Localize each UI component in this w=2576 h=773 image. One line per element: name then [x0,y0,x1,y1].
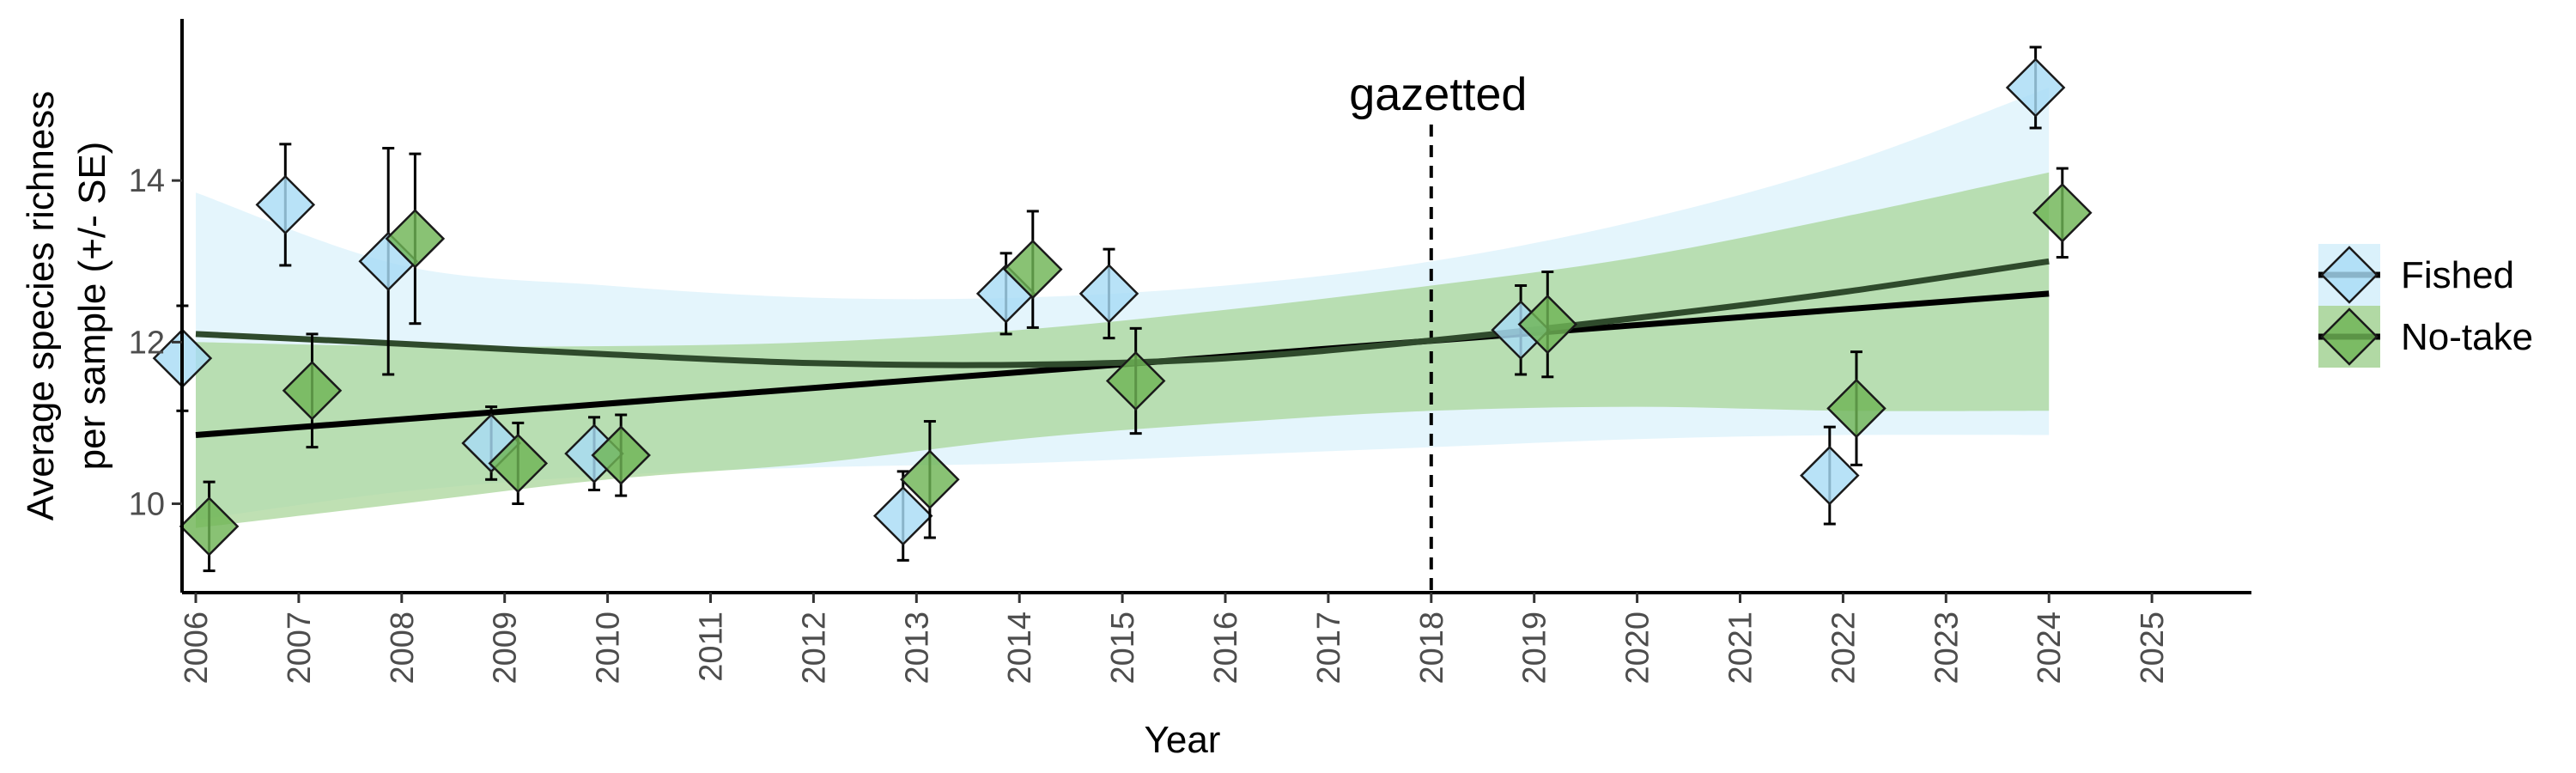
x-tick-label-2021: 2021 [1723,612,1759,685]
point-marker [282,361,343,421]
point-marker [872,485,933,546]
point-marker [1517,294,1578,355]
point-fished-2022 [1800,425,1860,526]
x-tick-label-2017: 2017 [1311,612,1347,685]
point-no-take-2015 [1105,326,1166,435]
point-no-take-2019 [1517,270,1578,379]
x-tick-label-2014: 2014 [1002,612,1038,685]
x-tick-label-2012: 2012 [796,612,832,685]
legend-item-no-take: No-take [2318,306,2533,368]
point-fished-2024 [2005,46,2066,130]
y-axis-title-line-1: Average species richness [20,91,62,521]
x-tick-label-2006: 2006 [179,612,215,685]
x-tick-label-2016: 2016 [1208,612,1244,685]
point-no-take-2024 [2032,167,2093,259]
x-tick-label-2022: 2022 [1826,612,1862,685]
axes: 2006 2007 2008 2009 2010 2011 2012 2013 2014 2015… [20,19,2251,761]
point-marker [900,449,960,510]
point-no-take-2009 [488,421,549,506]
point-marker [385,209,446,269]
point-marker [591,425,651,485]
confidence-band-no-take [196,172,2050,528]
x-tick-label-2018: 2018 [1414,612,1450,685]
gazetted-reference: gazetted [1349,69,1527,593]
point-fished-2015 [1078,247,1139,340]
legend-marker [2320,246,2379,304]
point-no-take-2007 [282,332,343,449]
legend-label: No-take [2401,316,2533,358]
point-no-take-2008 [385,152,446,326]
trend-lines [195,258,2050,438]
x-tick-label-2007: 2007 [282,612,318,685]
y-tick-label-14: 14 [129,163,165,199]
point-marker [1105,350,1166,411]
x-tick-label-2015: 2015 [1105,612,1141,685]
y-tick-label-10: 10 [129,487,165,523]
point-no-take-2022 [1826,350,1886,466]
x-tick-label-2023: 2023 [1929,612,1965,685]
data-points [152,46,2093,573]
point-marker [1800,445,1860,506]
x-tick-label-2020: 2020 [1620,612,1656,685]
x-tick-label-2008: 2008 [385,612,421,685]
legend-label: Fished [2401,254,2514,296]
legend-marker [2320,307,2379,366]
x-axis-title: Year [1145,719,1221,761]
point-marker [179,496,240,557]
x-tick-label-2009: 2009 [488,612,524,685]
legend-item-fished: Fished [2318,244,2514,306]
point-marker [1826,378,1886,439]
point-marker [2005,58,2066,118]
point-no-take-2006 [179,480,240,573]
point-no-take-2013 [900,420,960,539]
point-marker [1078,264,1139,324]
x-tick-label-2010: 2010 [591,612,627,685]
point-marker [255,174,316,235]
point-fished-2007 [255,143,316,267]
point-marker [2032,183,2093,243]
point-fished-2013 [872,470,933,562]
legend: Fished No-take [2318,244,2533,368]
y-tick-label-12: 12 [129,325,165,361]
trend-line-no-take [195,258,2050,368]
y-axis-title: Average species richness [20,91,62,521]
point-no-take-2010 [591,413,651,497]
x-tick-label-2025: 2025 [2135,612,2171,685]
gazetted-label: gazetted [1349,69,1527,120]
y-axis-title-line-2: per sample (+/- SE) [71,142,113,471]
x-tick-label-2019: 2019 [1517,612,1553,685]
x-tick-label-2011: 2011 [694,612,730,682]
x-tick-label-2024: 2024 [2032,612,2068,685]
point-marker [488,433,549,494]
x-tick-label-2013: 2013 [899,612,935,685]
point-no-take-2014 [1003,210,1063,329]
point-marker [1003,239,1063,300]
